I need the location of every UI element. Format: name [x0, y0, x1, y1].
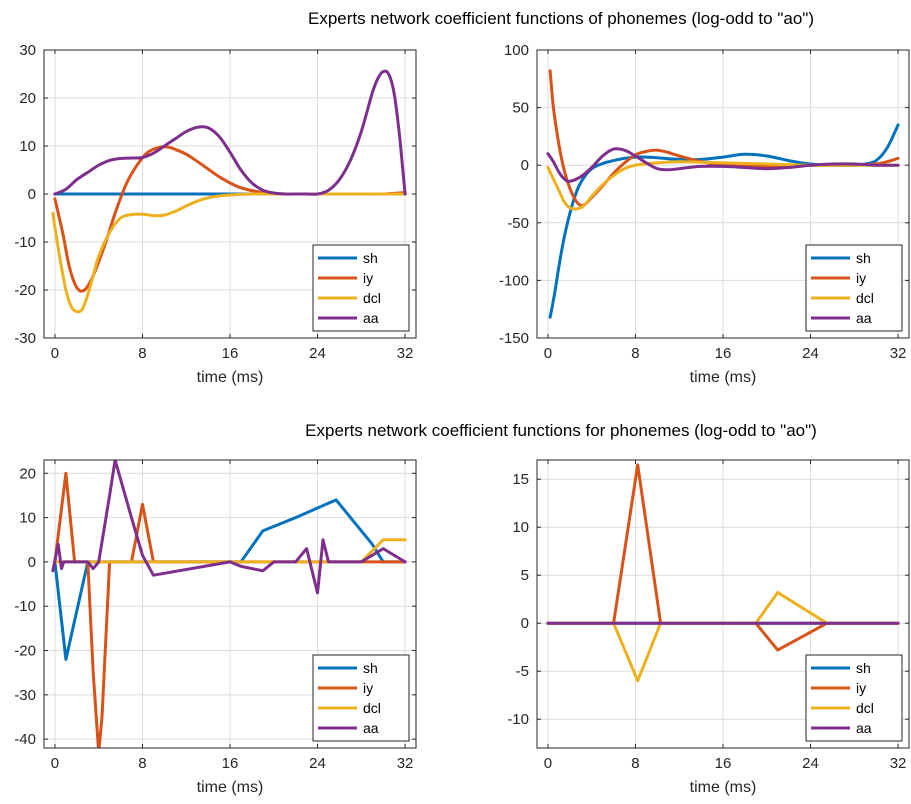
legend-label-dcl: dcl: [856, 290, 874, 306]
y-tick-label: -10: [14, 234, 36, 251]
x-tick-label: 24: [309, 755, 326, 772]
x-tick-label: 24: [309, 345, 326, 362]
series-line-aa: [51, 460, 407, 595]
legend-label-sh: sh: [363, 250, 378, 266]
y-tick-label: -5: [516, 663, 529, 680]
y-tick-label: 50: [512, 100, 529, 117]
y-tick-label: -30: [14, 330, 36, 347]
subplot-top-left: 0 8 16 24 32 -30 -20 -10 0 10 20 30 time (ms) sh iy dcl…: [14, 42, 417, 386]
y-tick-label: 20: [19, 465, 36, 482]
x-axis-label: time (ms): [197, 779, 264, 796]
y-tick-label: -40: [14, 731, 36, 748]
legend-label-sh: sh: [363, 660, 378, 676]
subplot-top-right: 0 8 16 24 32 -150 -100 -50 0 50 100 time (ms) sh iy dc…: [499, 42, 910, 386]
x-tick-label: 24: [802, 345, 819, 362]
x-axis-label: time (ms): [690, 369, 757, 386]
legend: sh iy dcl aa: [805, 654, 903, 742]
y-tick-label: -20: [14, 643, 36, 660]
x-tick-label: 8: [138, 755, 146, 772]
y-tick-label: 0: [521, 157, 529, 174]
legend-label-aa: aa: [856, 310, 872, 326]
legend-label-iy: iy: [363, 680, 373, 696]
series-line-dcl: [546, 160, 900, 211]
x-axis-label: time (ms): [197, 369, 264, 386]
y-tick-label: 0: [521, 615, 529, 632]
legend-label-sh: sh: [856, 250, 871, 266]
y-tick-label: -150: [499, 330, 529, 347]
series-line-aa: [53, 69, 407, 196]
y-tick-label: 0: [28, 186, 36, 203]
x-tick-label: 24: [802, 755, 819, 772]
x-tick-label: 16: [715, 345, 732, 362]
legend: sh iy dcl aa: [805, 244, 903, 332]
subplot-bottom-left: 0 8 16 24 32 -40 -30 -20 -10 0 10 20 time (ms) sh iy dc…: [14, 459, 417, 796]
x-tick-label: 0: [544, 755, 552, 772]
x-tick-label: 0: [51, 345, 59, 362]
x-tick-label: 0: [544, 345, 552, 362]
y-tick-label: 15: [512, 471, 529, 488]
subplot-bottom-right: 0 8 16 24 32 -10 -5 0 5 10 15 time (ms) sh iy dcl aa: [507, 459, 910, 796]
y-tick-label: -20: [14, 282, 36, 299]
y-tick-label: -100: [499, 272, 529, 289]
y-tick-label: 100: [504, 42, 529, 59]
x-tick-label: 32: [397, 345, 414, 362]
y-tick-label: 10: [19, 138, 36, 155]
x-tick-label: 32: [397, 755, 414, 772]
legend-label-dcl: dcl: [363, 700, 381, 716]
y-tick-label: 10: [19, 510, 36, 527]
legend-label-iy: iy: [856, 270, 866, 286]
legend-label-aa: aa: [856, 720, 872, 736]
x-tick-label: 8: [138, 345, 146, 362]
y-tick-label: 30: [19, 42, 36, 59]
series-line-dcl: [51, 192, 407, 314]
legend-label-sh: sh: [856, 660, 871, 676]
series-group: [546, 463, 900, 683]
legend-label-dcl: dcl: [363, 290, 381, 306]
y-tick-label: 20: [19, 90, 36, 107]
series-line-sh: [53, 498, 407, 661]
series-group: [51, 69, 407, 314]
series-group: [546, 69, 900, 319]
legend-label-dcl: dcl: [856, 700, 874, 716]
legend: sh iy dcl aa: [312, 654, 410, 742]
legend-label-iy: iy: [363, 270, 373, 286]
x-tick-label: 16: [222, 345, 239, 362]
y-tick-label: -10: [507, 711, 529, 728]
legend: sh iy dcl aa: [312, 244, 410, 332]
figure-title-top: Experts network coefficient functions of…: [308, 9, 814, 28]
x-tick-label: 0: [51, 755, 59, 772]
x-tick-label: 16: [715, 755, 732, 772]
y-tick-label: -10: [14, 598, 36, 615]
x-tick-label: 8: [631, 755, 639, 772]
x-tick-label: 32: [890, 755, 907, 772]
series-line-aa: [546, 147, 900, 183]
legend-label-iy: iy: [856, 680, 866, 696]
series-group: [51, 460, 407, 748]
y-tick-label: 5: [521, 567, 529, 584]
y-tick-label: -30: [14, 687, 36, 704]
series-line-dcl: [53, 538, 407, 564]
y-tick-label: -50: [507, 215, 529, 232]
y-tick-label: 10: [512, 519, 529, 536]
y-tick-label: 0: [28, 554, 36, 571]
x-tick-label: 32: [890, 345, 907, 362]
legend-label-aa: aa: [363, 310, 379, 326]
legend-label-aa: aa: [363, 720, 379, 736]
figure-title-bottom: Experts network coefficient functions fo…: [305, 421, 817, 440]
x-tick-label: 16: [222, 755, 239, 772]
x-axis-label: time (ms): [690, 779, 757, 796]
x-tick-label: 8: [631, 345, 639, 362]
